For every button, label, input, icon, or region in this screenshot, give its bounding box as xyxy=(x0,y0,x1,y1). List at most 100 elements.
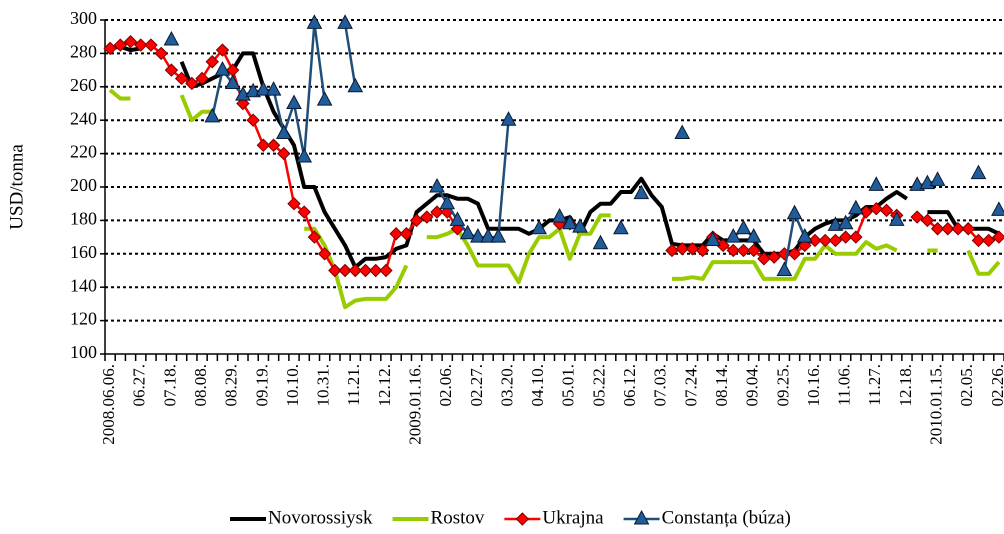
diamond-marker xyxy=(409,213,424,228)
triangle-marker xyxy=(929,171,946,186)
triangle-marker xyxy=(275,124,292,140)
x-tick-label: 03.20. xyxy=(497,364,516,407)
x-tick-label: 02.26. xyxy=(988,364,1004,407)
diamond-marker xyxy=(256,138,271,152)
x-tick-label: 2010.01.15. xyxy=(927,364,946,445)
x-tick-label: 07.03. xyxy=(651,364,670,407)
triangle-marker xyxy=(572,218,588,233)
triangle-marker xyxy=(674,124,691,140)
diamond-marker xyxy=(930,222,945,236)
x-tick-label: 02.05. xyxy=(957,364,976,407)
diamond-marker xyxy=(123,35,138,49)
legend-marker xyxy=(515,512,530,526)
series-line xyxy=(109,40,1000,272)
legend-label: Rostov xyxy=(431,507,485,528)
triangle-marker xyxy=(725,228,742,243)
y-tick-label: 120 xyxy=(70,309,97,329)
diamond-marker xyxy=(266,138,281,152)
diamond-marker xyxy=(941,222,955,236)
triangle-marker xyxy=(848,199,864,215)
diamond-marker xyxy=(767,250,781,264)
triangle-marker xyxy=(439,194,456,210)
diamond-marker xyxy=(879,203,894,218)
diamond-marker xyxy=(787,247,802,261)
x-tick-label: 10.16. xyxy=(804,364,823,407)
y-tick-label: 200 xyxy=(70,175,97,195)
x-tick-label: 06.12. xyxy=(620,364,639,407)
x-tick-label: 09.04. xyxy=(743,364,762,407)
x-tick-label: 08.29. xyxy=(222,364,241,407)
diamond-marker xyxy=(338,263,352,278)
y-tick-label: 300 xyxy=(70,8,97,28)
diamond-marker xyxy=(277,146,291,161)
legend-label: Novorossiysk xyxy=(268,507,373,528)
x-tick-label: 12.18. xyxy=(896,364,915,407)
triangle-marker xyxy=(255,81,272,96)
x-tick-label: 10.10. xyxy=(283,364,302,407)
triangle-marker xyxy=(991,201,1004,216)
triangle-marker xyxy=(480,228,496,243)
triangle-marker xyxy=(592,234,609,250)
diamond-marker xyxy=(113,38,128,52)
diamond-marker xyxy=(297,205,311,219)
triangle-marker xyxy=(633,184,650,200)
triangle-marker xyxy=(613,219,629,235)
x-tick-label: 02.27. xyxy=(467,364,486,407)
triangle-marker xyxy=(868,176,885,191)
diamond-marker xyxy=(389,227,403,241)
x-tick-label: 11.27. xyxy=(865,364,884,406)
y-tick-label: 260 xyxy=(70,75,97,95)
diamond-marker xyxy=(215,43,230,57)
x-tick-label: 09.25. xyxy=(773,364,792,407)
diamond-marker xyxy=(103,41,117,56)
diamond-marker xyxy=(920,213,935,228)
triangle-marker xyxy=(970,164,987,180)
diamond-marker xyxy=(174,71,189,86)
triangle-marker xyxy=(470,228,486,243)
y-axis-label: USD/tonna xyxy=(6,144,27,230)
diamond-marker xyxy=(195,71,209,86)
diamond-marker xyxy=(144,38,158,52)
triangle-marker xyxy=(705,231,721,246)
triangle-marker xyxy=(347,77,364,93)
diamond-marker xyxy=(287,196,301,211)
triangle-marker xyxy=(786,204,803,220)
x-tick-label: 08.08. xyxy=(191,364,210,407)
triangle-marker xyxy=(224,74,241,89)
x-tick-label: 12.12. xyxy=(375,364,394,407)
x-tick-label: 04.10. xyxy=(528,364,547,407)
diamond-marker xyxy=(828,233,843,248)
diamond-marker xyxy=(185,76,199,91)
x-tick-label: 09.19. xyxy=(252,364,271,407)
diamond-marker xyxy=(369,263,383,278)
triangle-marker xyxy=(745,228,762,243)
triangle-marker xyxy=(500,111,517,126)
x-tick-label: 07.18. xyxy=(160,364,179,407)
triangle-marker xyxy=(214,61,231,76)
x-tick-label: 08.14. xyxy=(712,364,731,407)
triangle-marker xyxy=(796,228,813,243)
diamond-marker xyxy=(726,243,740,258)
triangle-marker xyxy=(337,14,353,29)
triangle-marker xyxy=(551,208,568,223)
y-tick-label: 240 xyxy=(70,108,97,128)
y-tick-label: 220 xyxy=(70,142,97,162)
diamond-marker xyxy=(328,263,342,278)
diamond-marker xyxy=(358,263,373,278)
x-tick-label: 05.01. xyxy=(559,364,578,407)
diamond-marker xyxy=(379,263,393,278)
diamond-marker xyxy=(808,233,822,248)
diamond-marker xyxy=(348,263,362,278)
triangle-marker xyxy=(306,14,323,29)
x-tick-label: 02.06. xyxy=(436,364,455,407)
diamond-marker xyxy=(205,55,219,69)
x-tick-label: 05.22. xyxy=(589,364,608,407)
y-tick-label: 280 xyxy=(70,42,97,62)
y-tick-label: 160 xyxy=(70,242,97,262)
legend-marker xyxy=(633,509,650,525)
triangle-marker xyxy=(531,219,548,235)
triangle-marker xyxy=(837,214,854,230)
diamond-marker xyxy=(317,247,332,261)
y-tick-label: 100 xyxy=(70,342,97,362)
triangle-marker xyxy=(204,107,221,123)
